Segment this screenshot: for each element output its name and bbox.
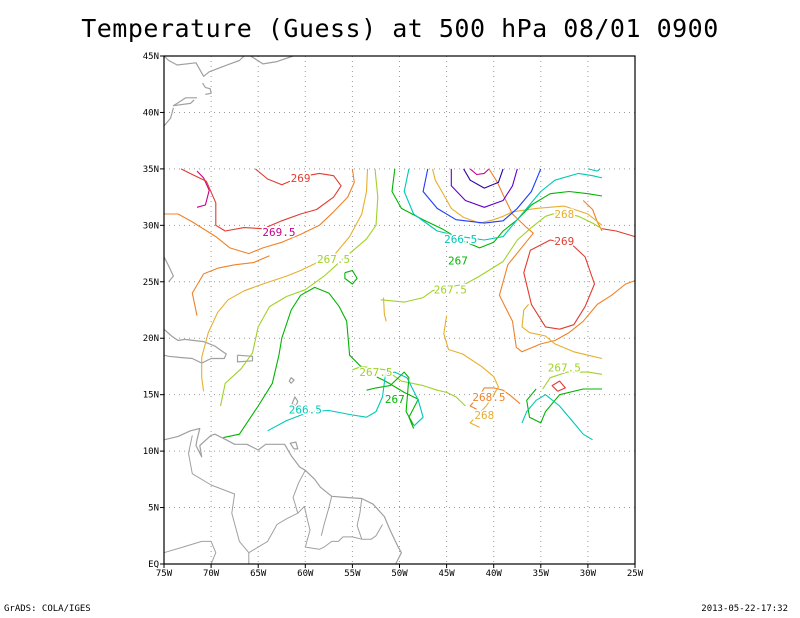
contour-269 (180, 168, 342, 232)
coastline (163, 427, 402, 565)
chart-title: Temperature (Guess) at 500 hPa 08/01 090… (81, 14, 719, 43)
contour-269_5 (196, 170, 210, 208)
x-tick-label: 50W (391, 569, 408, 579)
contour-268 (521, 304, 603, 360)
coastline (163, 107, 174, 127)
coastline (202, 82, 212, 95)
contour-266_5 (587, 168, 601, 172)
contour-label: 267 (448, 254, 468, 267)
contour-label: 269 (554, 235, 574, 248)
x-tick-label: 25W (627, 569, 644, 579)
contour-label: 267.5 (359, 366, 392, 379)
coastline (163, 256, 174, 283)
contour-268 (382, 297, 387, 322)
contour-label: 266.5 (289, 403, 322, 416)
contour-lines (164, 168, 636, 441)
y-tick-label: 15N (143, 391, 159, 401)
footer-grads-credit: GrADS: COLA/IGES (4, 604, 91, 614)
contour-label: 267 (385, 393, 405, 406)
x-tick-label: 55W (344, 569, 361, 579)
y-tick-label: 30N (143, 221, 159, 231)
contour-label: 267.5 (434, 284, 467, 297)
x-tick-label: 45W (438, 569, 455, 579)
contour-268 (431, 168, 603, 226)
contour-269_5 (469, 168, 490, 176)
contour-266 (422, 168, 542, 224)
contour-267_5 (352, 365, 466, 407)
coastline (288, 377, 295, 384)
contour-268_5 (191, 255, 270, 316)
contour-269 (601, 228, 636, 238)
contour-267 (223, 286, 419, 439)
country-border (292, 470, 383, 550)
contour-label: 266.5 (444, 233, 477, 246)
contour-label: 268 (474, 409, 494, 422)
country-border (163, 540, 212, 554)
contour-268_5 (164, 168, 355, 255)
plot-frame (163, 55, 636, 565)
coastlines (163, 55, 402, 565)
contour-269 (551, 380, 566, 392)
y-tick-label: 20N (143, 334, 159, 344)
coastline (291, 396, 299, 407)
coastline (289, 441, 299, 450)
x-tick-label: 35W (533, 569, 550, 579)
y-tick-label: EQ (148, 560, 159, 570)
coastline (250, 55, 294, 65)
contour-268 (201, 168, 369, 392)
grid-lines (164, 56, 635, 564)
contour-268_5 (488, 168, 636, 353)
contour-label: 267.5 (548, 362, 581, 375)
x-tick-label: 30W (580, 569, 597, 579)
contour-267_5 (219, 168, 379, 407)
x-tick-label: 60W (297, 569, 314, 579)
contour-267_5 (380, 211, 603, 303)
contour-label: 268 (554, 208, 574, 221)
contour-266_5 (521, 394, 593, 441)
contour-268_5 (582, 200, 603, 232)
x-tick-label: 65W (250, 569, 267, 579)
coastline (163, 55, 245, 77)
country-border (210, 541, 217, 565)
y-axis-ticks: EQ 5N 10N 15N 20N 25N 30N 35N 40N 45N (143, 52, 164, 570)
contour-267 (344, 269, 358, 285)
contour-267_5 (542, 371, 603, 390)
coastline (172, 97, 197, 107)
contour-label: 268.5 (472, 391, 505, 404)
contour-266_5 (403, 168, 603, 241)
contour-267 (391, 168, 603, 249)
coastline (236, 354, 254, 363)
contour-label: 269.5 (262, 226, 295, 239)
x-tick-label: 70W (203, 569, 220, 579)
y-tick-label: 25N (143, 278, 159, 288)
contour-268 (443, 315, 499, 428)
contour-labels: 269 269.5 267.5 266.5 267 267.5 268 269 267.5 267… (261, 170, 583, 423)
x-tick-label: 40W (486, 569, 503, 579)
contour-267 (366, 371, 415, 426)
y-tick-label: 45N (143, 52, 159, 62)
country-border (356, 498, 363, 540)
contour-265_5 (450, 168, 518, 208)
x-tick-label: 75W (156, 569, 173, 579)
coastline (163, 328, 227, 364)
y-tick-label: 10N (143, 447, 159, 457)
y-tick-label: 35N (143, 165, 159, 175)
country-border (248, 512, 299, 554)
y-tick-label: 5N (148, 504, 159, 514)
footer-timestamp: 2013-05-22-17:32 (701, 604, 788, 614)
country-border (188, 435, 250, 564)
contour-268_5 (469, 387, 521, 410)
y-tick-label: 40N (143, 108, 159, 118)
contour-266_5 (267, 371, 424, 432)
contour-267 (526, 388, 602, 424)
contour-269 (523, 239, 596, 330)
contour-label: 267.5 (317, 253, 350, 266)
contour-265 (463, 168, 504, 189)
country-border (320, 496, 333, 536)
x-axis-ticks: 75W 70W 65W 60W 55W 50W 45W 40W 35W 30W 25W (156, 564, 644, 579)
contour-label: 269 (291, 172, 311, 185)
